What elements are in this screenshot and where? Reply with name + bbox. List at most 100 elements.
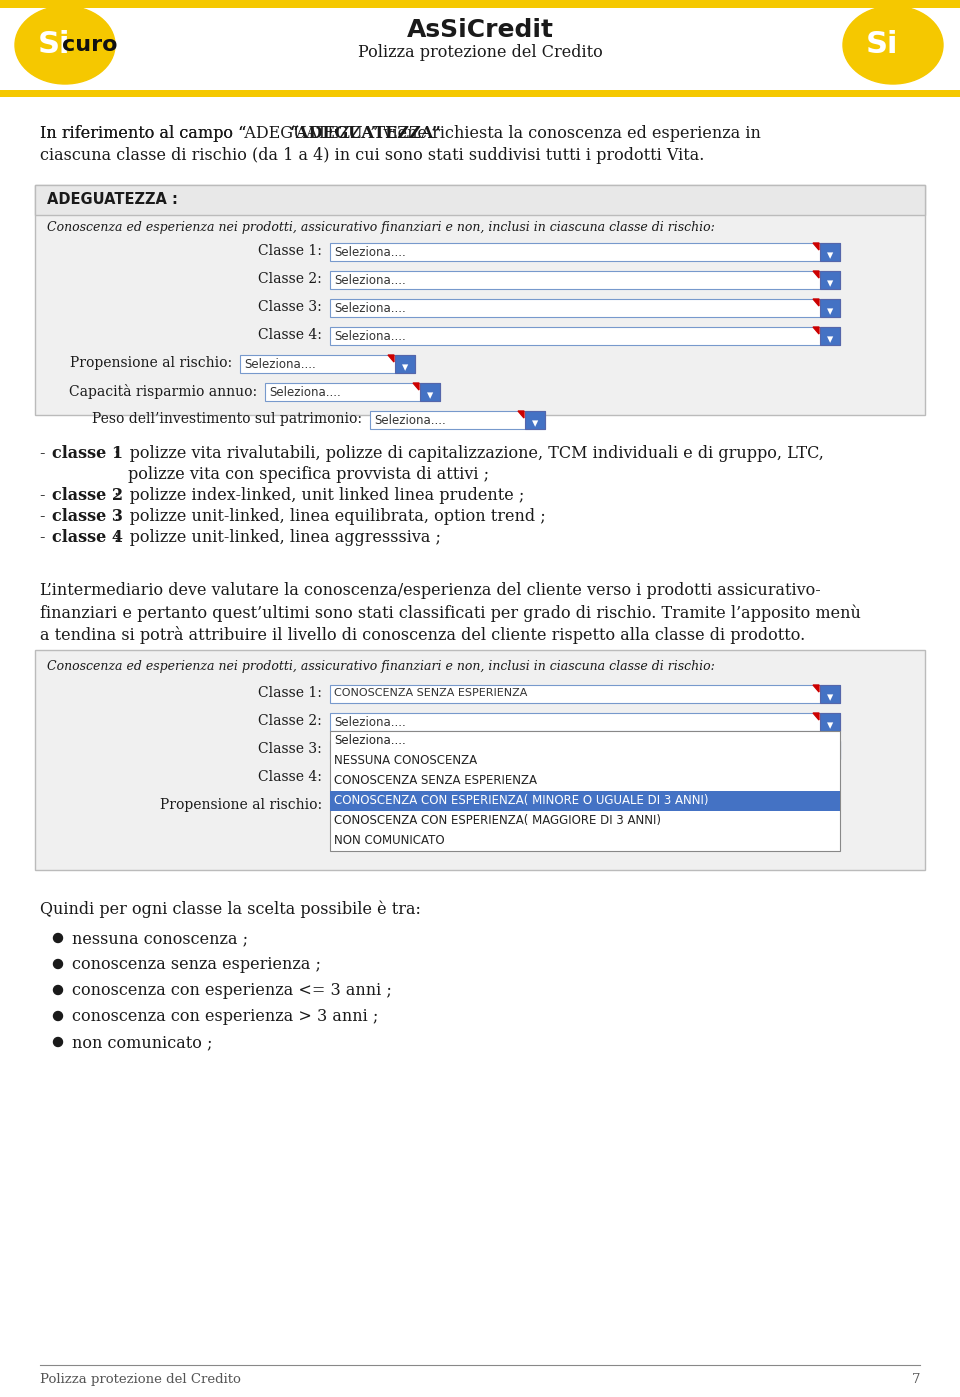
Text: NESSUNA CONOSCENZA: NESSUNA CONOSCENZA — [334, 754, 477, 767]
Bar — [820, 327, 840, 345]
Text: :  polizze unit-linked, linea aggresssiva ;: : polizze unit-linked, linea aggresssiva… — [114, 529, 441, 546]
Bar — [370, 411, 545, 429]
Text: CONOSCENZA SENZA ESPERIENZA: CONOSCENZA SENZA ESPERIENZA — [334, 745, 527, 754]
Bar — [0, 0, 960, 8]
Polygon shape — [813, 271, 819, 278]
Text: -: - — [40, 529, 51, 546]
Bar — [330, 271, 840, 289]
Polygon shape — [813, 740, 819, 747]
Text: “ADEGUATEZZA”: “ADEGUATEZZA” — [290, 124, 442, 142]
Circle shape — [54, 1038, 62, 1046]
Text: In riferimento al campo “ADEGUATEZZA” viene richiesta la conoscenza ed esperienz: In riferimento al campo “ADEGUATEZZA” vi… — [40, 124, 761, 142]
Bar — [330, 299, 840, 317]
Text: Seleziona....: Seleziona.... — [334, 302, 406, 314]
Text: In riferimento al campo “: In riferimento al campo “ — [40, 124, 247, 142]
Text: Polizza protezione del Credito: Polizza protezione del Credito — [358, 43, 602, 61]
Bar — [0, 89, 960, 96]
Text: ADEGUATEZZA :: ADEGUATEZZA : — [47, 191, 178, 207]
Text: ▾: ▾ — [827, 747, 833, 760]
Text: conoscenza senza esperienza ;: conoscenza senza esperienza ; — [72, 956, 321, 972]
Bar — [820, 685, 840, 703]
Bar — [330, 712, 840, 731]
Bar — [395, 355, 415, 373]
Text: ▾: ▾ — [827, 278, 833, 291]
Text: Classe 4:: Classe 4: — [258, 770, 322, 784]
Text: non comunicato ;: non comunicato ; — [72, 1034, 212, 1051]
Text: Classe 2:: Classe 2: — [258, 272, 322, 286]
Circle shape — [54, 933, 62, 943]
Bar — [820, 712, 840, 731]
Text: finanziari e pertanto quest’ultimi sono stati classificati per grado di rischio.: finanziari e pertanto quest’ultimi sono … — [40, 604, 861, 622]
Text: Conoscenza ed esperienza nei prodotti, assicurativo finanziari e non, inclusi in: Conoscenza ed esperienza nei prodotti, a… — [47, 659, 715, 673]
Text: Classe 3:: Classe 3: — [258, 300, 322, 314]
Bar — [420, 383, 440, 401]
Text: Classe 4:: Classe 4: — [258, 328, 322, 342]
Bar — [35, 184, 925, 415]
Text: Seleziona....: Seleziona.... — [334, 733, 406, 747]
Circle shape — [54, 1011, 62, 1020]
Text: ▾: ▾ — [827, 306, 833, 319]
Ellipse shape — [15, 6, 115, 84]
Text: polizze vita con specifica provvista di attivi ;: polizze vita con specifica provvista di … — [128, 467, 490, 483]
Text: :  polizze unit-linked, linea equilibrata, option trend ;: : polizze unit-linked, linea equilibrata… — [114, 509, 545, 525]
Text: Seleziona....: Seleziona.... — [334, 274, 406, 286]
Text: classe 3: classe 3 — [52, 509, 123, 525]
Text: ▾: ▾ — [427, 390, 433, 402]
Text: AsSiCredit: AsSiCredit — [406, 18, 554, 42]
Text: Classe 2:: Classe 2: — [258, 714, 322, 728]
Text: Seleziona....: Seleziona.... — [334, 717, 406, 729]
Text: L’intermediario deve valutare la conoscenza/esperienza del cliente verso i prodo: L’intermediario deve valutare la conosce… — [40, 583, 821, 599]
Text: CONOSCENZA SENZA ESPERIENZA: CONOSCENZA SENZA ESPERIENZA — [334, 774, 537, 787]
Text: Classe 3:: Classe 3: — [258, 742, 322, 756]
Text: :  polizze vita rivalutabili, polizze di capitalizzazione, TCM individuali e di : : polizze vita rivalutabili, polizze di … — [114, 446, 824, 462]
Circle shape — [54, 985, 62, 995]
Ellipse shape — [843, 6, 943, 84]
Text: classe 4: classe 4 — [52, 529, 123, 546]
Text: Si: Si — [38, 29, 70, 59]
Text: Seleziona....: Seleziona.... — [374, 414, 445, 427]
Text: conoscenza con esperienza > 3 anni ;: conoscenza con esperienza > 3 anni ; — [72, 1009, 378, 1025]
Bar — [820, 740, 840, 759]
Text: -: - — [40, 446, 51, 462]
Text: Seleziona....: Seleziona.... — [244, 358, 316, 372]
Text: CONOSCENZA CON ESPERIENZA( MINORE O UGUALE DI 3 ANNI): CONOSCENZA CON ESPERIENZA( MINORE O UGUA… — [334, 793, 708, 807]
Text: Peso dell’investimento sul patrimonio:: Peso dell’investimento sul patrimonio: — [92, 412, 362, 426]
Text: Seleziona....: Seleziona.... — [334, 246, 406, 258]
Polygon shape — [388, 355, 394, 362]
Text: Propensione al rischio:: Propensione al rischio: — [160, 798, 322, 812]
Text: classe 2: classe 2 — [52, 488, 123, 504]
Bar — [0, 0, 960, 89]
Polygon shape — [413, 383, 419, 390]
Text: curo: curo — [62, 35, 117, 54]
Text: Quindi per ogni classe la scelta possibile è tra:: Quindi per ogni classe la scelta possibi… — [40, 900, 420, 918]
Text: Propensione al rischio:: Propensione al rischio: — [70, 356, 232, 370]
Text: Polizza protezione del Credito: Polizza protezione del Credito — [40, 1373, 241, 1386]
Bar — [35, 184, 925, 215]
Bar — [330, 731, 840, 851]
Bar — [330, 327, 840, 345]
Bar — [330, 791, 840, 812]
Text: Seleziona....: Seleziona.... — [334, 330, 406, 344]
Text: :  polizze index-linked, unit linked linea prudente ;: : polizze index-linked, unit linked line… — [114, 488, 524, 504]
Text: Conoscenza ed esperienza nei prodotti, assicurativo finanziari e non, inclusi in: Conoscenza ed esperienza nei prodotti, a… — [47, 221, 715, 235]
Text: Seleziona....: Seleziona.... — [269, 386, 341, 400]
Bar — [525, 411, 545, 429]
Bar — [330, 685, 840, 703]
Text: Classe 1:: Classe 1: — [258, 686, 322, 700]
Text: Si: Si — [866, 29, 899, 59]
Polygon shape — [813, 712, 819, 719]
Text: ▾: ▾ — [827, 334, 833, 346]
Text: 7: 7 — [911, 1373, 920, 1386]
Text: nessuna conoscenza ;: nessuna conoscenza ; — [72, 930, 248, 947]
Text: CONOSCENZA CON ESPERIENZA( MAGGIORE DI 3 ANNI): CONOSCENZA CON ESPERIENZA( MAGGIORE DI 3… — [334, 814, 661, 827]
Polygon shape — [813, 243, 819, 250]
Text: classe 1: classe 1 — [52, 446, 123, 462]
Text: ▾: ▾ — [402, 362, 408, 374]
Bar — [820, 271, 840, 289]
Text: a tendina si potrà attribuire il livello di conoscenza del cliente rispetto alla: a tendina si potrà attribuire il livello… — [40, 626, 805, 644]
Text: ▾: ▾ — [532, 418, 539, 430]
Text: ▾: ▾ — [827, 692, 833, 704]
Polygon shape — [813, 299, 819, 306]
Text: ▾: ▾ — [827, 250, 833, 263]
Text: NON COMUNICATO: NON COMUNICATO — [334, 834, 444, 847]
